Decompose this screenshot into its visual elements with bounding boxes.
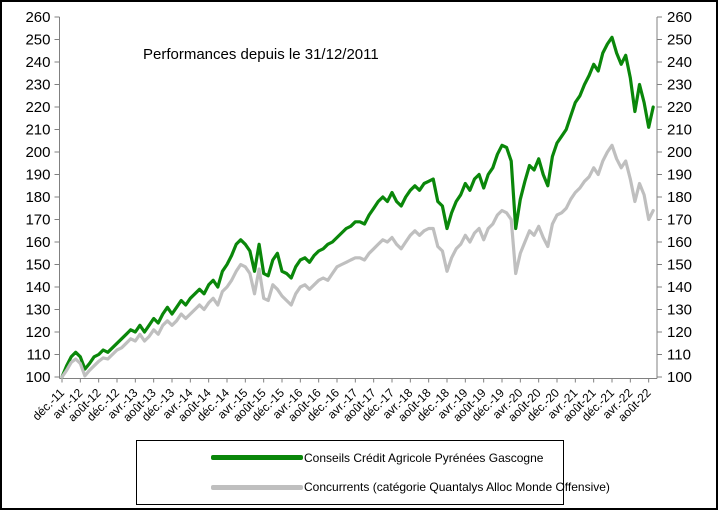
chart-series xyxy=(60,35,655,379)
y-tick-label-left: 170 xyxy=(25,212,50,229)
y-tick-label-left: 160 xyxy=(25,234,50,251)
y-tick-label-right: 120 xyxy=(667,324,692,341)
y-tick-label-left: 210 xyxy=(25,122,50,139)
legend: Conseils Crédit Agricole Pyrénées Gascog… xyxy=(136,440,610,505)
y-tick-label-right: 190 xyxy=(667,167,692,184)
y-tick-label-left: 140 xyxy=(25,279,50,296)
y-tick-label-left: 240 xyxy=(25,54,50,71)
y-tick-label-right: 220 xyxy=(667,99,692,116)
chart-title: Performances depuis le 31/12/2011 xyxy=(143,46,379,63)
y-tick-label-left: 200 xyxy=(25,144,50,161)
series-line-0 xyxy=(60,35,655,379)
y-tick-label-left: 250 xyxy=(25,32,50,49)
y-tick-label-left: 130 xyxy=(25,302,50,319)
y-tick-label-right: 180 xyxy=(667,189,692,206)
legend-item-conseils: Conseils Crédit Agricole Pyrénées Gascog… xyxy=(137,452,563,464)
y-tick-label-right: 230 xyxy=(667,77,692,94)
y-tick-label-left: 260 xyxy=(25,9,50,26)
y-tick-label-right: 210 xyxy=(667,122,692,139)
legend-label-conseils: Conseils Crédit Agricole Pyrénées Gascog… xyxy=(304,450,544,465)
y-tick-label-right: 200 xyxy=(667,144,692,161)
y-tick-label-left: 220 xyxy=(25,99,50,116)
y-tick-label-left: 110 xyxy=(27,347,51,364)
y-tick-label-right: 240 xyxy=(667,54,692,71)
legend-item-concurrents: Concurrents (catégorie Quantalys Alloc M… xyxy=(137,481,610,493)
y-tick-label-right: 130 xyxy=(667,302,692,319)
y-tick-label-right: 110 xyxy=(667,347,691,364)
y-tick-label-right: 170 xyxy=(667,212,692,229)
y-tick-label-right: 100 xyxy=(667,369,692,386)
y-tick-label-right: 140 xyxy=(667,279,692,296)
y-tick-label-left: 150 xyxy=(25,257,50,274)
legend-swatch-0 xyxy=(211,455,303,461)
y-tick-label-left: 180 xyxy=(25,189,50,206)
y-tick-label-right: 260 xyxy=(667,9,692,26)
y-tick-label-right: 160 xyxy=(667,234,692,251)
y-tick-label-left: 190 xyxy=(25,167,50,184)
legend-label-concurrents: Concurrents (catégorie Quantalys Alloc M… xyxy=(304,480,610,495)
y-tick-label-right: 150 xyxy=(667,257,692,274)
legend-swatch-1 xyxy=(211,484,303,490)
series-line-1 xyxy=(60,143,655,379)
y-tick-label-left: 120 xyxy=(25,324,50,341)
y-tick-label-right: 250 xyxy=(667,32,692,49)
y-tick-label-left: 230 xyxy=(25,77,50,94)
y-tick-label-left: 100 xyxy=(25,369,50,386)
